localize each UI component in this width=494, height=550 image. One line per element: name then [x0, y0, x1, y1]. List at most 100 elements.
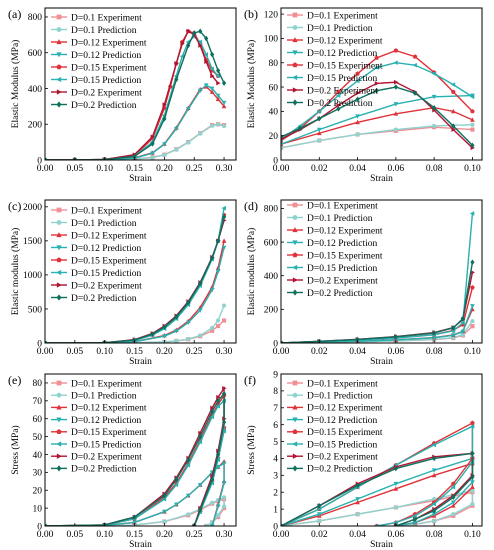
x-tick-label: 0.08	[426, 347, 443, 357]
data-point	[215, 96, 221, 102]
chart-panel-a: 0.00 0.05 0.10 0.15 0.20 0.25 0.30 0 200 400 600 80…	[8, 7, 237, 184]
x-axis-label: Strain	[370, 540, 393, 550]
x-tick-label: 0.10	[96, 347, 113, 357]
x-tick-label: 0.04	[349, 530, 366, 540]
data-point	[317, 503, 322, 509]
data-point	[162, 519, 167, 524]
data-point	[316, 127, 322, 133]
data-point	[355, 482, 360, 489]
legend-entry: D=0.1 Prediction	[307, 214, 373, 224]
data-point	[150, 331, 155, 337]
data-point	[186, 512, 191, 517]
legend-entry: D=0.1 Prediction	[71, 26, 137, 36]
data-point	[281, 142, 284, 147]
data-point	[393, 102, 399, 107]
data-point	[470, 259, 475, 265]
legend-entry: D=0.1 Experiment	[71, 379, 142, 389]
x-axis-label: Strain	[129, 357, 152, 367]
series-b-3	[281, 93, 475, 147]
x-tick-label: 0.00	[37, 164, 54, 174]
data-point	[210, 500, 215, 505]
plot-frame	[280, 7, 483, 161]
data-point	[221, 461, 227, 466]
y-tick-label: 9	[273, 370, 278, 380]
data-point	[221, 123, 227, 129]
data-point	[393, 111, 399, 116]
y-tick-label: 1000	[23, 271, 42, 281]
legend-entry: D=0.12 Experiment	[307, 226, 383, 236]
series-e-7	[45, 390, 227, 526]
series-a-7	[45, 28, 227, 160]
data-point	[460, 320, 465, 326]
x-tick-label: 0.15	[126, 530, 143, 540]
legend-entry: D=0.15 Experiment	[71, 63, 147, 73]
x-tick-label: 0.05	[67, 530, 84, 540]
data-point	[470, 304, 475, 309]
legend-marker	[56, 27, 62, 32]
data-point	[210, 405, 215, 411]
data-point	[174, 76, 179, 83]
y-tick-label: 400	[28, 85, 43, 95]
data-point	[355, 114, 360, 119]
y-tick-label: 0	[37, 339, 42, 349]
data-point	[412, 90, 418, 96]
data-point	[221, 245, 227, 251]
data-point	[204, 59, 209, 64]
chart-panel-b: 0.00 0.02 0.04 0.06 0.08 0.10 0 20 40 60 80 100 120 S…	[244, 7, 483, 184]
data-point	[216, 394, 221, 400]
data-point	[470, 474, 475, 480]
y-axis-label: Stress (MPa)	[10, 425, 21, 474]
legend-marker	[56, 89, 62, 95]
plot-area	[281, 420, 475, 526]
data-point	[450, 503, 456, 508]
data-point	[162, 324, 167, 330]
data-point	[197, 308, 203, 313]
x-tick-label: 0.20	[156, 164, 173, 174]
y-tick-label: 10	[33, 504, 43, 514]
data-point	[215, 323, 221, 329]
data-point	[174, 314, 179, 320]
legend-entry: D=0.15 Prediction	[307, 74, 378, 84]
series-c-7	[45, 214, 227, 343]
y-tick-label: 80	[269, 59, 279, 69]
y-tick-label: 0	[37, 156, 42, 166]
plot-area	[45, 28, 227, 160]
data-point	[221, 238, 227, 243]
legend: D=0.1 Experiment D=0.1 Prediction D=0.12 E…	[287, 379, 383, 475]
legend-marker	[292, 62, 298, 68]
data-point	[215, 93, 221, 99]
data-point	[162, 152, 167, 158]
data-point	[192, 30, 197, 36]
data-point	[162, 116, 167, 122]
data-point	[173, 482, 179, 488]
data-point	[460, 315, 465, 322]
legend-entry: D=0.12 Experiment	[71, 38, 147, 48]
data-point	[431, 468, 437, 473]
data-point	[374, 81, 380, 86]
y-tick-label: 1500	[23, 237, 42, 247]
y-tick-label: 2000	[23, 203, 42, 213]
x-tick-label: 0.06	[388, 164, 405, 174]
data-point	[221, 303, 227, 308]
data-point	[221, 100, 227, 106]
y-tick-label: 800	[264, 205, 279, 215]
data-point	[317, 518, 322, 524]
data-point	[45, 157, 48, 160]
legend-marker	[292, 50, 298, 56]
data-point	[298, 125, 303, 132]
data-point	[221, 390, 227, 397]
x-tick-label: 0.08	[426, 530, 443, 540]
y-tick-label: 5	[273, 438, 278, 448]
legend-entry: D=0.2 Experiment	[71, 88, 142, 98]
data-point	[450, 328, 456, 334]
data-point	[431, 501, 437, 507]
x-tick-label: 0.30	[216, 347, 233, 357]
data-point	[221, 205, 226, 211]
legend-marker	[292, 417, 298, 423]
data-point	[198, 131, 203, 136]
x-tick-label: 0.25	[186, 530, 203, 540]
legend-marker	[56, 441, 62, 447]
series-line	[281, 126, 473, 149]
legend-entry: D=0.15 Experiment	[307, 61, 383, 71]
data-point	[393, 481, 399, 487]
